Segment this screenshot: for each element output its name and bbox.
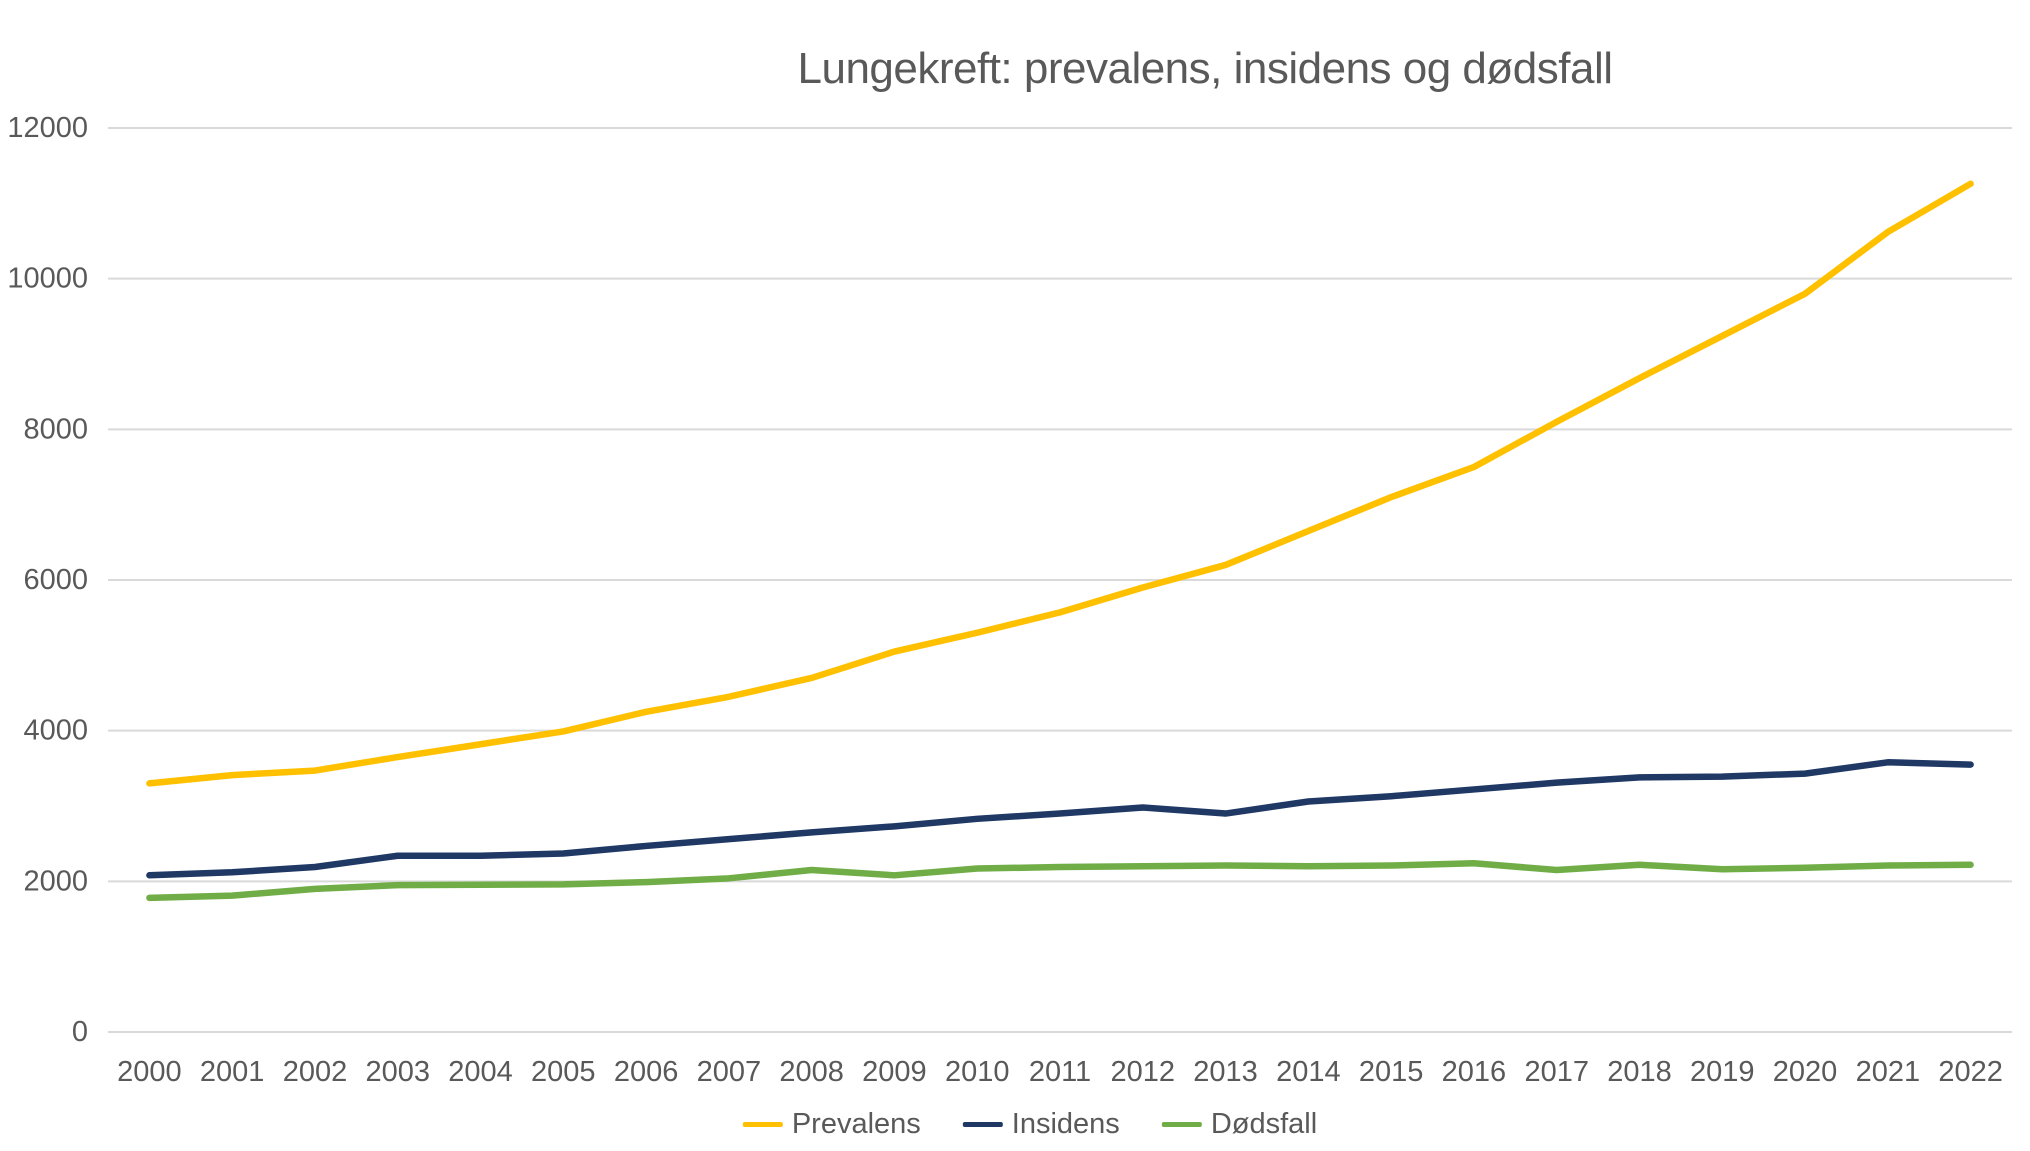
- x-tick-label: 2018: [1607, 1056, 1672, 1088]
- legend-item-dodsfall: Dødsfall: [1161, 1108, 1318, 1141]
- gridlines: [108, 127, 2012, 1033]
- legend-item-insidens: Insidens: [962, 1108, 1120, 1141]
- dodsfall-line-swatch-icon: [1161, 1122, 1202, 1127]
- x-tick-label: 2001: [200, 1056, 265, 1088]
- y-tick-label: 6000: [23, 564, 88, 596]
- x-tick-label: 2012: [1111, 1056, 1176, 1088]
- series-lines: [146, 180, 1974, 902]
- x-tick-label: 2004: [448, 1056, 513, 1088]
- insidens-line-swatch-icon: [962, 1122, 1003, 1127]
- x-tick-label: 2009: [862, 1056, 927, 1088]
- legend-label-dodsfall: Dødsfall: [1210, 1108, 1318, 1140]
- x-axis-tick-labels: 2000 2001 2002 2003 2004 2005 2006 2007 2008 2009…: [117, 1056, 2003, 1088]
- x-tick-label: 2008: [779, 1056, 844, 1088]
- x-tick-label: 2011: [1029, 1056, 1091, 1088]
- x-tick-label: 2013: [1193, 1056, 1258, 1088]
- y-axis-tick-labels: 0 2000 4000 6000 8000 10000 12000: [7, 112, 88, 1048]
- legend: Prevalens Insidens Dødsfall: [742, 1108, 1318, 1141]
- y-tick-label: 0: [72, 1016, 88, 1048]
- series-line-dødsfall: [146, 860, 1974, 902]
- x-tick-label: 2000: [117, 1056, 182, 1088]
- x-tick-label: 2002: [283, 1056, 348, 1088]
- x-tick-label: 2010: [945, 1056, 1010, 1088]
- legend-label-prevalens: Prevalens: [791, 1108, 921, 1140]
- x-tick-label: 2015: [1359, 1056, 1424, 1088]
- x-tick-label: 2021: [1856, 1056, 1921, 1088]
- x-tick-label: 2022: [1938, 1056, 2003, 1088]
- series-line-insidens: [146, 759, 1974, 879]
- x-tick-label: 2007: [697, 1056, 762, 1088]
- x-tick-label: 2017: [1524, 1056, 1589, 1088]
- x-tick-label: 2003: [365, 1056, 430, 1088]
- x-tick-label: 2014: [1276, 1056, 1341, 1088]
- x-tick-label: 2006: [614, 1056, 679, 1088]
- x-tick-label: 2020: [1773, 1056, 1838, 1088]
- chart-title: Lungekreft: prevalens, insidens og dødsf…: [797, 44, 1614, 93]
- y-tick-label: 10000: [7, 263, 88, 295]
- prevalens-line-swatch-icon: [742, 1122, 783, 1127]
- y-tick-label: 8000: [23, 413, 88, 445]
- y-tick-label: 4000: [23, 715, 88, 747]
- x-tick-label: 2019: [1690, 1056, 1755, 1088]
- y-tick-label: 12000: [7, 112, 88, 144]
- legend-label-insidens: Insidens: [1011, 1108, 1120, 1140]
- y-tick-label: 2000: [23, 865, 88, 897]
- x-tick-label: 2016: [1442, 1056, 1507, 1088]
- legend-item-prevalens: Prevalens: [742, 1108, 921, 1141]
- x-tick-label: 2005: [531, 1056, 596, 1088]
- series-line-prevalens: [146, 180, 1974, 787]
